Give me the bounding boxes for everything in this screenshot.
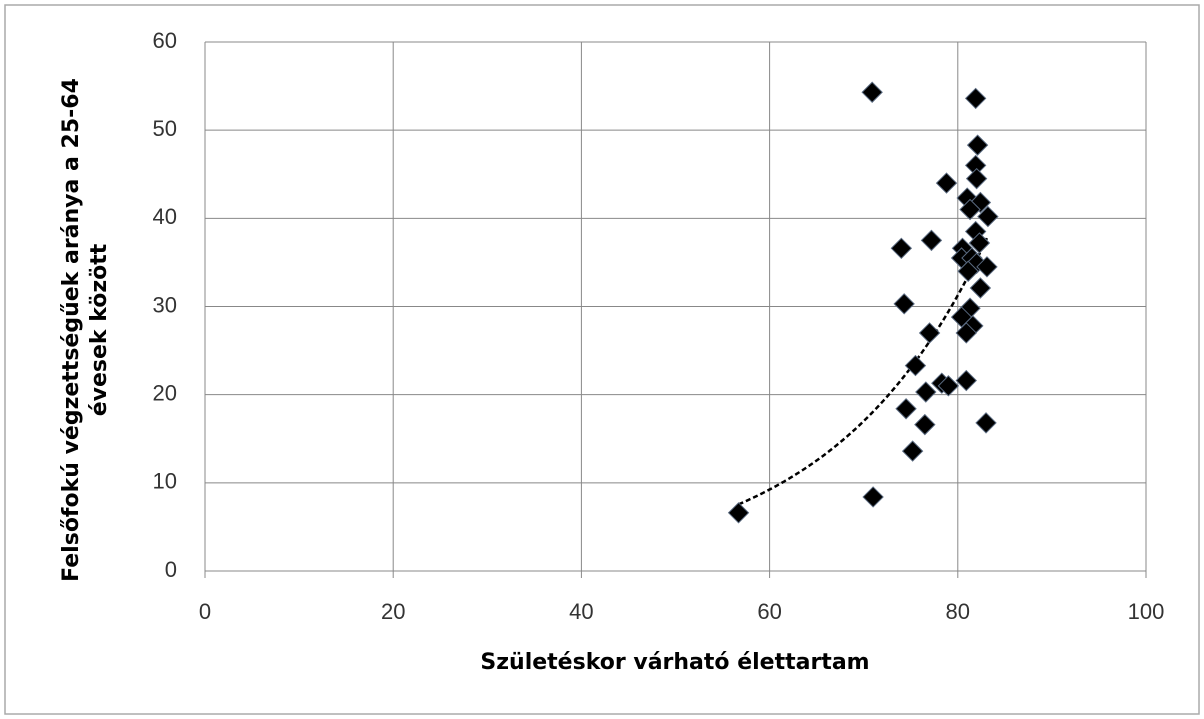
point	[977, 205, 999, 228]
point	[895, 398, 917, 420]
point	[968, 232, 991, 254]
point	[959, 198, 981, 221]
x-tick-label: 20	[381, 599, 405, 624]
point	[914, 413, 936, 436]
x-tick-label: 40	[569, 599, 593, 624]
y-tick-label: 0	[165, 557, 177, 582]
point	[890, 237, 913, 260]
point	[937, 375, 960, 397]
y-axis-title: Felsőfokú végzettségűek aránya a 25-64 é…	[59, 78, 112, 582]
x-tick-label: 100	[1128, 599, 1165, 624]
y-axis-title-line: évesek között	[87, 243, 112, 416]
y-tick-label: 30	[153, 292, 177, 317]
point	[861, 81, 883, 103]
y-tick-label: 60	[153, 28, 177, 53]
point	[918, 322, 941, 344]
y-axis-title-line: Felsőfokú végzettségűek aránya a 25-64	[59, 78, 84, 582]
point	[975, 412, 997, 434]
chart-border	[4, 4, 1200, 715]
point	[964, 87, 987, 110]
point	[862, 486, 884, 508]
y-tick-label: 50	[153, 116, 177, 141]
x-axis-title: Születéskor várható élettartam	[480, 650, 869, 675]
point	[976, 256, 998, 278]
point	[955, 369, 977, 392]
x-tick-label: 0	[199, 599, 211, 624]
y-tick-label: 10	[153, 469, 177, 494]
y-tick-label: 20	[153, 380, 177, 405]
point	[955, 322, 977, 344]
point	[966, 134, 989, 156]
point	[957, 260, 979, 282]
y-tick-label: 40	[153, 204, 177, 229]
x-tick-label: 60	[757, 599, 781, 624]
point	[969, 277, 992, 299]
x-tick-label: 80	[946, 599, 970, 624]
point	[904, 354, 927, 377]
point	[920, 229, 943, 252]
point	[727, 502, 750, 524]
point	[893, 293, 915, 315]
point	[901, 440, 924, 462]
point	[935, 172, 958, 194]
point	[965, 167, 988, 190]
point	[915, 381, 937, 403]
